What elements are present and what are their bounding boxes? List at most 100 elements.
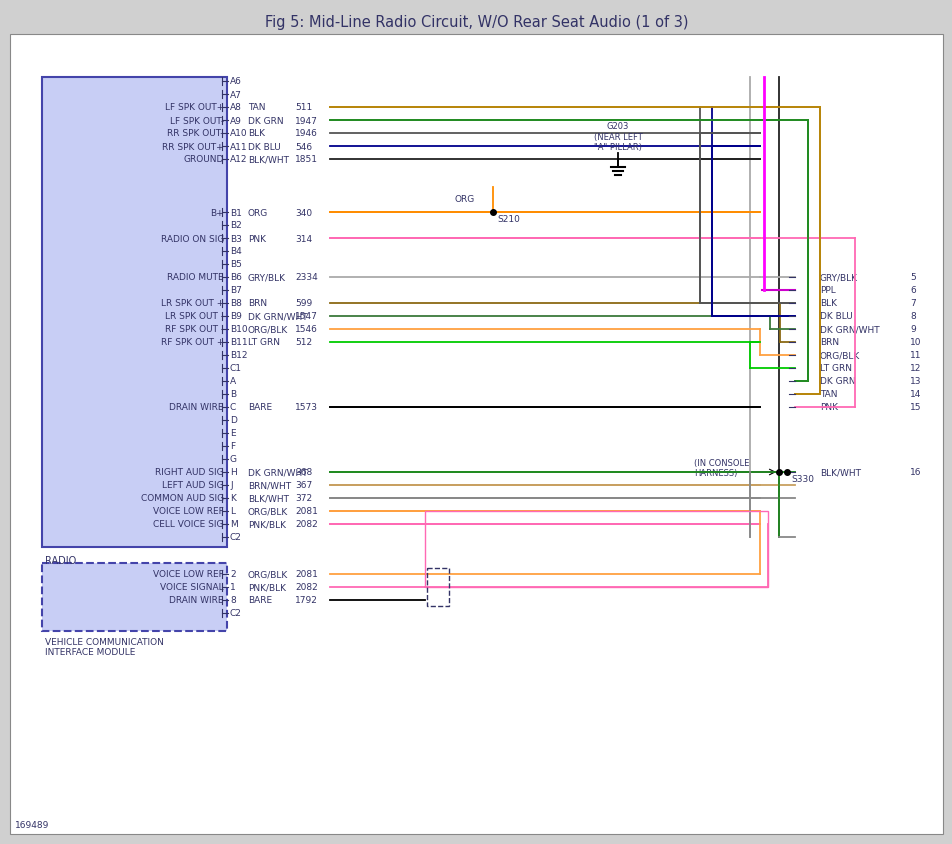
Text: B7: B7 [229, 286, 242, 295]
Text: DRAIN WIRE: DRAIN WIRE [169, 596, 224, 605]
Text: B: B [229, 390, 236, 399]
Text: B8: B8 [229, 299, 242, 308]
Text: 372: 372 [295, 494, 312, 503]
Text: 2334: 2334 [295, 273, 317, 282]
Text: ORG/BLK: ORG/BLK [819, 351, 860, 360]
Text: 314: 314 [295, 235, 312, 243]
Text: PNK: PNK [248, 235, 266, 243]
Text: B9: B9 [229, 312, 242, 321]
Text: C2: C2 [229, 533, 242, 542]
Text: RF SPK OUT -: RF SPK OUT - [165, 325, 224, 334]
Text: LT GRN: LT GRN [248, 338, 280, 347]
Text: COMMON AUD SIG: COMMON AUD SIG [141, 494, 224, 503]
Text: B11: B11 [229, 338, 248, 347]
Text: 1546: 1546 [295, 325, 318, 334]
Text: VEHICLE COMMUNICATION
INTERFACE MODULE: VEHICLE COMMUNICATION INTERFACE MODULE [45, 637, 164, 657]
Text: TAN: TAN [819, 390, 837, 399]
Text: 512: 512 [295, 338, 312, 347]
Text: RR SPK OUT+: RR SPK OUT+ [162, 143, 224, 151]
Text: Fig 5: Mid-Line Radio Circuit, W/O Rear Seat Audio (1 of 3): Fig 5: Mid-Line Radio Circuit, W/O Rear … [265, 14, 687, 30]
Text: BRN/WHT: BRN/WHT [248, 481, 290, 490]
Bar [426, 568, 448, 606]
Text: GRY/BLK: GRY/BLK [819, 273, 857, 282]
Text: 5: 5 [909, 273, 915, 282]
Text: 1: 1 [229, 583, 235, 592]
Text: B2: B2 [229, 221, 242, 230]
Text: LF SPK OUT-: LF SPK OUT- [169, 116, 224, 126]
Text: J: J [229, 481, 232, 490]
Text: 511: 511 [295, 103, 312, 112]
Text: VOICE LOW REF: VOICE LOW REF [153, 507, 224, 516]
Text: BLK: BLK [819, 299, 836, 308]
Text: 340: 340 [295, 208, 312, 217]
Text: 546: 546 [295, 143, 312, 151]
Text: RR SPK OUT-: RR SPK OUT- [168, 129, 224, 138]
Text: C2: C2 [229, 609, 242, 618]
Text: PNK/BLK: PNK/BLK [248, 583, 286, 592]
Text: PPL: PPL [819, 286, 835, 295]
Text: LR SPK OUT -: LR SPK OUT - [165, 312, 224, 321]
Text: B12: B12 [229, 351, 248, 360]
Text: 11: 11 [909, 351, 921, 360]
Text: BLK/WHT: BLK/WHT [819, 468, 860, 477]
Text: B+: B+ [210, 208, 224, 217]
Text: RADIO: RADIO [45, 555, 76, 565]
Text: LF SPK OUT+: LF SPK OUT+ [165, 103, 224, 112]
Text: ORG: ORG [248, 208, 268, 217]
Text: DK BLU: DK BLU [819, 312, 852, 321]
Text: 1573: 1573 [295, 403, 318, 412]
Text: RADIO MUTE: RADIO MUTE [168, 273, 224, 282]
Text: L: L [229, 507, 235, 516]
Text: B10: B10 [229, 325, 248, 334]
Text: PNK: PNK [819, 403, 837, 412]
Text: 9: 9 [909, 325, 915, 334]
Text: VOICE LOW REF: VOICE LOW REF [153, 570, 224, 579]
Text: BLK/WHT: BLK/WHT [248, 155, 288, 165]
Text: G203
(NEAR LEFT
"A" PILLAR): G203 (NEAR LEFT "A" PILLAR) [593, 122, 642, 152]
Text: 1947: 1947 [295, 116, 318, 126]
Text: 2081: 2081 [295, 507, 318, 516]
Text: CELL VOICE SIG: CELL VOICE SIG [153, 520, 224, 529]
Text: BARE: BARE [248, 403, 272, 412]
Text: 1792: 1792 [295, 596, 318, 605]
Text: 1547: 1547 [295, 312, 318, 321]
Text: RIGHT AUD SIG: RIGHT AUD SIG [155, 468, 224, 477]
Text: C: C [229, 403, 236, 412]
Text: RADIO ON SIG: RADIO ON SIG [161, 235, 224, 243]
Text: G: G [229, 455, 237, 464]
Text: 8: 8 [909, 312, 915, 321]
Text: VOICE SIGNAL: VOICE SIGNAL [160, 583, 224, 592]
Text: B5: B5 [229, 260, 242, 269]
Bar [42, 563, 227, 631]
Text: 2081: 2081 [295, 570, 318, 579]
Text: K: K [229, 494, 236, 503]
Text: ORG/BLK: ORG/BLK [248, 507, 288, 516]
Text: RF SPK OUT +: RF SPK OUT + [161, 338, 224, 347]
Text: (IN CONSOLE
HARNESS): (IN CONSOLE HARNESS) [693, 458, 748, 478]
Text: 13: 13 [909, 377, 921, 386]
Text: A10: A10 [229, 129, 248, 138]
Text: 14: 14 [909, 390, 921, 399]
Text: DK GRN/WHT: DK GRN/WHT [248, 468, 307, 477]
Text: ORG/BLK: ORG/BLK [248, 325, 288, 334]
Text: GROUND: GROUND [184, 155, 224, 165]
Text: B6: B6 [229, 273, 242, 282]
Text: A12: A12 [229, 155, 248, 165]
Bar [425, 511, 767, 587]
Bar [42, 78, 227, 548]
Text: A8: A8 [229, 103, 242, 112]
Text: 599: 599 [295, 299, 312, 308]
Text: S210: S210 [497, 214, 520, 224]
Text: BRN: BRN [819, 338, 839, 347]
Text: 6: 6 [909, 286, 915, 295]
Text: D: D [229, 416, 237, 425]
Text: DK BLU: DK BLU [248, 143, 281, 151]
Text: LT GRN: LT GRN [819, 364, 851, 373]
Text: 2082: 2082 [295, 583, 317, 592]
Text: M: M [229, 520, 237, 529]
Text: F: F [229, 442, 235, 451]
Text: A11: A11 [229, 143, 248, 151]
Text: DK GRN: DK GRN [248, 116, 284, 126]
Text: GRY/BLK: GRY/BLK [248, 273, 286, 282]
Text: 1851: 1851 [295, 155, 318, 165]
